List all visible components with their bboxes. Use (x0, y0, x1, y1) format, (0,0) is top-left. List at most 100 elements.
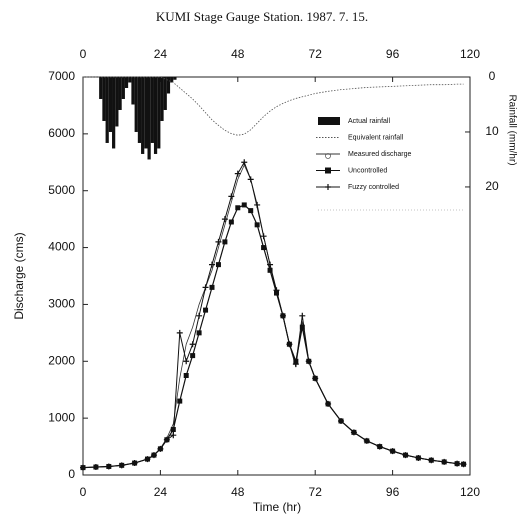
plus-marker (460, 461, 467, 468)
plus-marker (454, 460, 461, 467)
square-marker (261, 245, 267, 251)
y2-tick-label: 0 (489, 69, 496, 83)
rain-bar (102, 77, 106, 121)
y-axis-label: Discharge (cms) (12, 232, 26, 319)
rain-bar (150, 77, 154, 143)
plus-marker (131, 460, 138, 467)
legend-marker (325, 153, 331, 159)
rain-bar (153, 77, 158, 154)
rain-bar (144, 77, 148, 149)
square-marker (267, 267, 273, 273)
rain-bar (166, 77, 171, 94)
rain-bar (112, 77, 116, 149)
plus-marker (325, 400, 332, 407)
y-tick-label: 1000 (48, 410, 75, 424)
x-tick-label-top: 0 (80, 47, 87, 61)
plus-marker (202, 284, 209, 291)
x-tick-label: 0 (80, 485, 87, 499)
plus-marker (209, 261, 215, 268)
equivalent-rainfall-line (83, 76, 464, 136)
square-marker (209, 284, 215, 290)
square-marker (235, 205, 241, 211)
plus-marker (441, 458, 448, 465)
fuzzy-line (82, 161, 464, 469)
plus-marker (170, 432, 177, 439)
plus-marker (292, 361, 299, 368)
y-tick-label: 7000 (48, 69, 75, 83)
legend-label: Actual rainfall (348, 118, 390, 125)
square-marker (196, 330, 202, 336)
plus-marker (215, 238, 222, 245)
plus-marker (105, 463, 112, 470)
rain-bar (141, 77, 145, 154)
plus-marker (150, 452, 157, 459)
plus-marker (389, 448, 396, 455)
plus-marker (247, 176, 254, 183)
square-marker (222, 239, 228, 245)
plus-marker (286, 341, 293, 348)
plus-marker (163, 436, 170, 443)
plus-marker (157, 445, 164, 452)
x-tick-label: 96 (386, 485, 400, 499)
y2-axis-label: Rainfall (mm/hr) (506, 94, 517, 165)
rain-bar (128, 77, 132, 83)
y2-tick-label: 10 (485, 124, 499, 138)
rain-bar (170, 77, 174, 83)
chart-title: KUMI Stage Gauge Station. 1987. 7. 15. (156, 9, 368, 24)
x-tick-label-top: 72 (309, 47, 323, 61)
rain-bar (131, 77, 135, 105)
plus-marker (176, 329, 183, 336)
plus-marker (189, 341, 196, 348)
legend-swatch (318, 117, 340, 125)
plus-marker (267, 261, 274, 268)
y2-tick-label: 20 (485, 179, 499, 193)
plus-marker (228, 193, 235, 200)
rain-bar (147, 77, 151, 160)
plus-marker (144, 456, 151, 463)
plus-marker (305, 358, 312, 365)
square-marker (177, 398, 183, 404)
plus-marker (183, 358, 190, 365)
square-marker (183, 373, 189, 378)
square-marker (203, 307, 209, 313)
legend-label: Uncontrolled (348, 167, 387, 174)
square-marker (299, 324, 305, 330)
legend-label: Measured discharge (348, 151, 412, 158)
plot-frame (82, 76, 471, 476)
plus-marker (221, 216, 228, 223)
square-marker (190, 353, 196, 359)
rain-bar (124, 77, 129, 88)
legend-marker (325, 167, 331, 174)
square-marker (215, 262, 221, 268)
rain-bar (160, 77, 164, 121)
plus-marker (273, 287, 280, 294)
x-tick-label-top: 120 (460, 47, 480, 61)
plus-marker (234, 170, 241, 177)
plus-marker (254, 201, 261, 208)
plus-marker (80, 464, 86, 471)
x-tick-label: 48 (231, 485, 245, 499)
rain-bar (121, 77, 125, 99)
rain-bar (163, 77, 167, 110)
plus-marker (241, 159, 248, 166)
plus-marker (260, 233, 267, 240)
x-tick-label: 24 (154, 485, 168, 499)
legend-label: Fuzzy controlled (348, 184, 399, 191)
x-tick-label-top: 96 (386, 47, 400, 61)
square-marker (228, 219, 234, 225)
y-tick-label: 3000 (48, 297, 75, 311)
y-tick-label: 6000 (48, 126, 75, 140)
y-tick-label: 4000 (48, 240, 75, 254)
rain-bar (157, 77, 161, 149)
rain-bar (137, 77, 142, 143)
plus-marker (279, 312, 286, 319)
plus-marker (196, 312, 203, 319)
x-tick-label-top: 48 (231, 47, 245, 61)
plus-marker (363, 437, 370, 444)
y-tick-label: 2000 (48, 353, 75, 367)
plus-marker (312, 375, 319, 382)
plus-marker (338, 417, 344, 424)
rain-bar (108, 77, 113, 132)
plus-marker (402, 452, 409, 459)
